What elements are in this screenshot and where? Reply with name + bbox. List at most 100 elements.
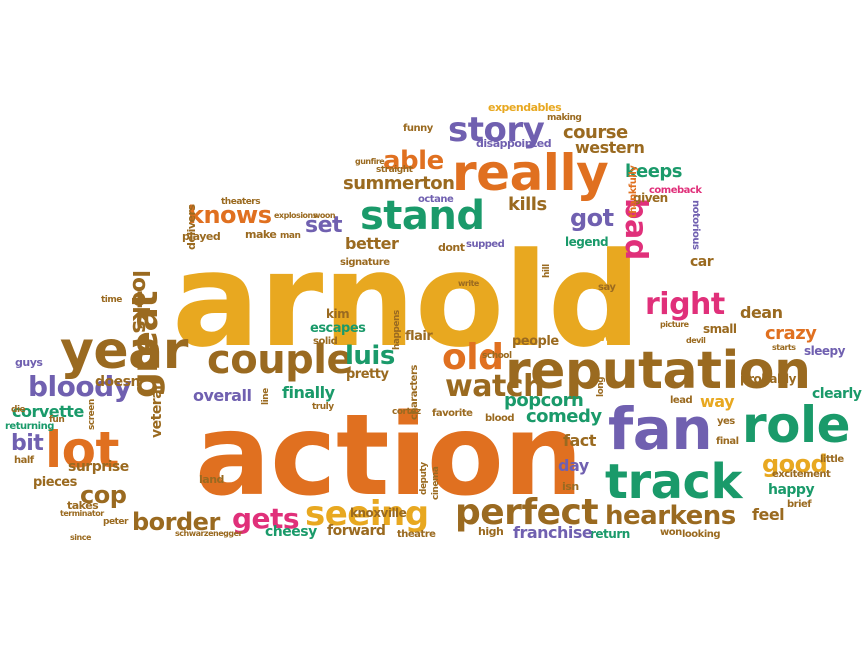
cloud-word: doesn bbox=[95, 374, 140, 390]
cloud-word: overall bbox=[193, 386, 252, 405]
cloud-word: making bbox=[547, 113, 582, 123]
cloud-word: devil bbox=[686, 336, 706, 345]
cloud-word: pieces bbox=[33, 475, 77, 490]
cloud-word: bit bbox=[11, 431, 44, 456]
cloud-word: high bbox=[478, 525, 504, 538]
cloud-word: comeback bbox=[649, 185, 702, 196]
cloud-word: write bbox=[458, 279, 479, 288]
cloud-word: summerton bbox=[343, 173, 455, 194]
cloud-word: got bbox=[570, 204, 614, 232]
cloud-word: since bbox=[70, 533, 91, 542]
cloud-word: thankfully bbox=[628, 165, 639, 218]
cloud-word: flair bbox=[405, 329, 433, 344]
cloud-word: knows bbox=[188, 201, 272, 229]
cloud-word: able bbox=[383, 146, 444, 176]
cloud-word: stand bbox=[360, 193, 485, 239]
cloud-word: comedy bbox=[526, 406, 602, 427]
cloud-word: day bbox=[558, 456, 589, 475]
cloud-word: half bbox=[14, 455, 34, 466]
cloud-word: perfect bbox=[455, 492, 599, 533]
cloud-word: delivers bbox=[185, 204, 198, 250]
cloud-word: kim bbox=[326, 307, 350, 321]
cloud-word: corvette bbox=[12, 402, 84, 421]
cloud-word: guys bbox=[15, 356, 43, 369]
cloud-word: probably bbox=[740, 372, 796, 386]
cloud-word: school bbox=[482, 351, 512, 361]
cloud-word: forward bbox=[327, 523, 386, 539]
cloud-word: supped bbox=[466, 239, 505, 250]
cloud-word: veteran bbox=[149, 380, 165, 438]
cloud-word: happens bbox=[392, 310, 402, 350]
cloud-word: good bbox=[762, 450, 828, 478]
cloud-word: return bbox=[590, 527, 630, 541]
cloud-word: blood bbox=[485, 413, 514, 424]
cloud-word: isn bbox=[562, 480, 579, 493]
cloud-word: course bbox=[563, 122, 628, 143]
cloud-word: land bbox=[199, 473, 224, 486]
cloud-word: franchise bbox=[513, 523, 593, 542]
cloud-word: pretty bbox=[346, 367, 389, 382]
cloud-word: screen bbox=[87, 399, 97, 430]
cloud-word: fun bbox=[49, 415, 65, 425]
cloud-word: track bbox=[605, 454, 742, 510]
cloud-word: town bbox=[580, 326, 623, 345]
cloud-word: story bbox=[448, 110, 545, 150]
cloud-word: year bbox=[60, 321, 188, 381]
cloud-word: role bbox=[742, 396, 851, 454]
cloud-word: arnold bbox=[172, 224, 641, 376]
cloud-word: favorite bbox=[432, 408, 473, 419]
cloud-word: lead bbox=[670, 395, 693, 406]
cloud-word: crazy bbox=[765, 323, 817, 344]
cloud-word: car bbox=[690, 254, 714, 270]
cloud-word: western bbox=[575, 138, 645, 157]
cloud-word: yes bbox=[717, 416, 735, 427]
cloud-word: dean bbox=[740, 303, 783, 322]
cloud-word: escapes bbox=[310, 321, 366, 336]
cloud-word: bloody bbox=[28, 370, 132, 403]
cloud-word: schwarzenegger bbox=[175, 529, 242, 538]
cloud-word: signature bbox=[340, 257, 390, 268]
cloud-word: characters bbox=[409, 365, 420, 420]
cloud-word: excitement bbox=[772, 469, 831, 480]
cloud-word: brief bbox=[787, 499, 812, 510]
cloud-word: fact bbox=[563, 431, 596, 450]
cloud-word: deputy bbox=[419, 462, 429, 495]
cloud-word: legend bbox=[565, 235, 609, 249]
cloud-word: played bbox=[182, 230, 221, 243]
cloud-word: man bbox=[280, 231, 301, 241]
cloud-word: keeps bbox=[625, 161, 683, 182]
cloud-word: finally bbox=[282, 383, 335, 402]
cloud-word: looking bbox=[682, 529, 721, 540]
cloud-word: funny bbox=[403, 123, 433, 134]
cloud-word: line bbox=[261, 388, 271, 405]
cloud-word: sleepy bbox=[804, 344, 845, 358]
cloud-word: takes bbox=[67, 499, 99, 512]
cloud-word: truly bbox=[312, 402, 334, 412]
cloud-word: gets bbox=[232, 502, 300, 535]
cloud-word: knoxville bbox=[350, 506, 407, 520]
cloud-word: make bbox=[245, 228, 277, 241]
cloud-word: terminator bbox=[60, 509, 104, 518]
cloud-word: starts bbox=[772, 343, 796, 352]
cloud-word: people bbox=[512, 334, 559, 349]
cloud-word: theatre bbox=[397, 529, 436, 540]
cloud-word: happy bbox=[768, 482, 815, 498]
cloud-word: expendables bbox=[488, 101, 562, 114]
cloud-word: way bbox=[700, 392, 735, 411]
cloud-word: lot bbox=[45, 421, 119, 479]
cloud-word: hill bbox=[542, 264, 552, 278]
cloud-word: cortez bbox=[392, 407, 421, 417]
cloud-word: dont bbox=[438, 241, 465, 254]
cloud-word: long bbox=[596, 376, 606, 397]
cloud-word: surprise bbox=[68, 459, 129, 475]
cloud-word: cheesy bbox=[265, 524, 317, 540]
cloud-word: action bbox=[195, 391, 583, 521]
cloud-word: border bbox=[132, 508, 220, 536]
cloud-word: octane bbox=[418, 194, 454, 205]
cloud-word: looks bbox=[127, 270, 152, 333]
cloud-word: disappointed bbox=[476, 137, 552, 150]
cloud-word: couple bbox=[207, 337, 354, 383]
cloud-word: really bbox=[452, 144, 609, 202]
cloud-word: set bbox=[305, 213, 343, 238]
